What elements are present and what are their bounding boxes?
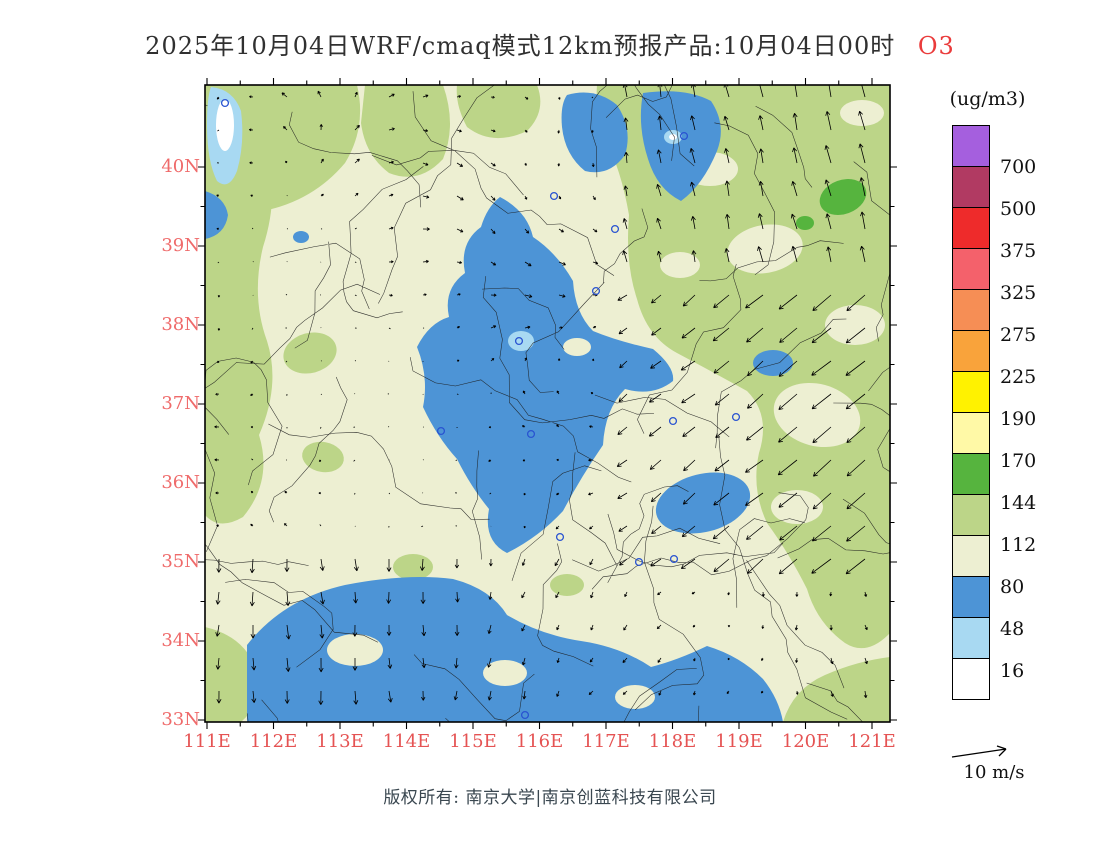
legend-swatch [952,453,990,495]
lon-label: 113E [316,731,364,752]
band-16-48 [207,87,682,351]
lat-label: 36N [161,472,200,493]
legend-level-label: 144 [1000,492,1037,514]
axis-ticks [198,78,897,729]
legend-level-label: 16 [1000,660,1025,682]
lat-label: 33N [161,709,200,730]
title-text: 2025年10月04日WRF/cmaq模式12km预报产品:10月04日00时 [145,32,896,60]
copyright-text: 版权所有: 南京大学|南京创蓝科技有限公司 [383,788,717,808]
lon-label: 111E [183,731,231,752]
legend-swatch [952,535,990,577]
lat-label: 40N [161,156,200,177]
legend-swatch [952,412,990,454]
lat-label: 38N [161,314,200,335]
legend-level-label: 80 [1000,576,1025,598]
legend-units: (ug/m3) [949,88,1026,110]
legend-swatch [952,371,990,413]
map-frame [204,84,891,723]
legend-level-label: 275 [1000,324,1037,346]
legend-level-label: 225 [1000,366,1037,388]
lat-label: 35N [161,551,200,572]
legend-swatch [952,207,990,249]
legend-swatch [952,125,990,167]
colorbar [952,125,990,700]
legend-swatch [952,617,990,659]
legend-level-label: 170 [1000,450,1037,472]
lon-label: 116E [515,731,564,752]
lat-label: 37N [161,393,200,414]
legend-swatch [952,289,990,331]
lon-label: 112E [249,731,298,752]
legend-level-label: 500 [1000,198,1037,220]
station-markers [220,98,741,720]
lon-label: 115E [449,731,497,752]
band-48-80 [205,91,793,722]
legend-level-label: 325 [1000,282,1037,304]
lon-label: 121E [848,731,896,752]
wind-vectors [214,85,868,705]
lat-label: 34N [161,630,200,651]
legend-level-label: 190 [1000,408,1037,430]
legend-level-label: 112 [1000,534,1037,556]
lon-label: 118E [648,731,697,752]
wind-reference-arrow [951,745,1007,758]
legend-swatch [952,576,990,618]
legend-swatch [952,248,990,290]
lon-label: 120E [781,731,830,752]
legend-swatch [952,494,990,536]
lon-label: 114E [382,731,431,752]
band-144-170 [796,179,867,230]
lon-label: 117E [582,731,630,752]
wind-reference [951,745,1007,758]
legend-level-label: 375 [1000,240,1037,262]
legend-swatch [952,658,990,700]
lat-label: 39N [161,235,200,256]
chart-title: 2025年10月04日WRF/cmaq模式12km预报产品:10月04日00时 … [0,26,1100,61]
lon-label: 119E [715,731,763,752]
admin-boundaries [205,85,890,722]
species-label: O3 [917,32,955,60]
wind-reference-label: 10 m/s [963,762,1025,783]
forecast-map [198,78,897,729]
legend-level-label: 48 [1000,618,1025,640]
legend-level-label: 700 [1000,156,1037,178]
colorbar-labels: 700 500 375 325 275 225 190 170 144 112 80 48 16 [1000,125,1064,713]
band-80-112-holes [327,338,655,709]
legend-swatch [952,166,990,208]
legend-swatch [952,330,990,372]
